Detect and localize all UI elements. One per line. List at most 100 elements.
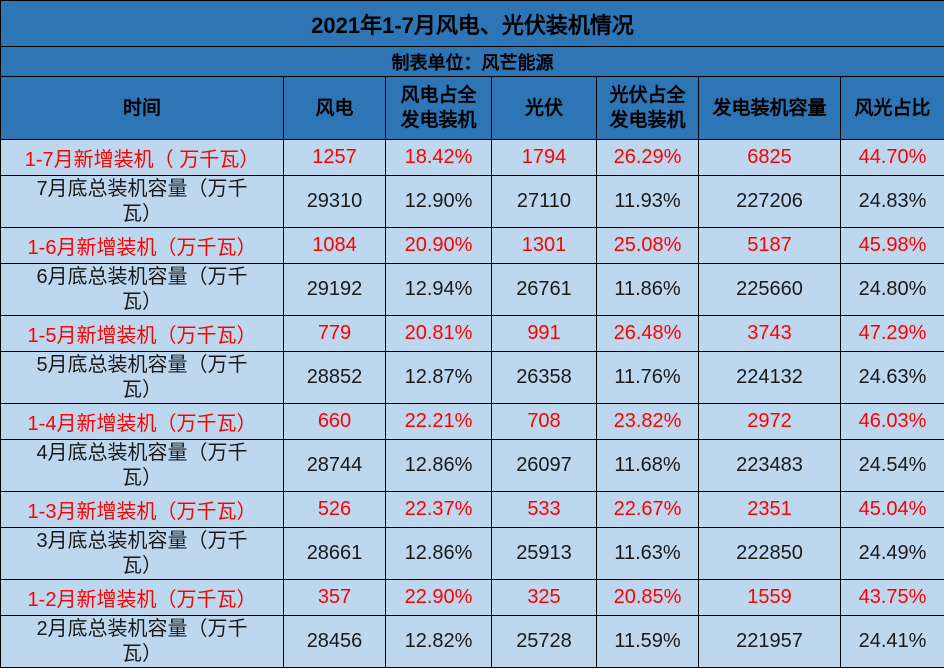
cell-solar: 26097 bbox=[491, 439, 597, 492]
cell-wind-share-of-total: 12.82% bbox=[385, 615, 492, 668]
table-row-total-capacity: 2月底总装机容量（万千瓦） 28456 12.82% 25728 11.59% 22195… bbox=[0, 615, 944, 668]
cell-wind: 357 bbox=[283, 579, 386, 616]
cell-wind: 28852 bbox=[283, 351, 386, 404]
column-header-solar-share-of-total: 光伏占全发电装机 bbox=[596, 76, 699, 140]
table-row-new-installed: 1-4月新增装机（万千瓦） 660 22.21% 708 23.82% 2972 46.03… bbox=[0, 403, 944, 440]
cell-solar-share-of-total: 11.68% bbox=[596, 439, 699, 492]
cell-generation-capacity: 223483 bbox=[698, 439, 841, 492]
table-row-new-installed: 1-5月新增装机（万千瓦） 779 20.81% 991 26.48% 3743 47.29… bbox=[0, 315, 944, 352]
cell-value: 23.82% bbox=[613, 410, 682, 432]
cell-value: 12.86% bbox=[404, 542, 473, 564]
cell-value: 357 bbox=[317, 586, 352, 608]
table-row-total-capacity: 6月底总装机容量（万千瓦） 29192 12.94% 26761 11.86% 22566… bbox=[0, 263, 944, 316]
cell-wind-solar-share: 45.98% bbox=[840, 227, 944, 264]
cell-solar-share-of-total: 26.29% bbox=[596, 139, 699, 176]
table-row-total-capacity: 7月底总装机容量（万千瓦） 29310 12.90% 27110 11.93% 22720… bbox=[0, 175, 944, 228]
row-label-cell: 1-2月新增装机（万千瓦） bbox=[0, 579, 284, 616]
cell-value: 660 bbox=[317, 410, 352, 432]
cell-value: 18.42% bbox=[404, 146, 473, 168]
cell-value: 11.76% bbox=[614, 366, 681, 388]
cell-generation-capacity: 3743 bbox=[698, 315, 841, 352]
cell-wind-share-of-total: 22.37% bbox=[385, 491, 492, 528]
cell-generation-capacity: 225660 bbox=[698, 263, 841, 316]
cell-value: 991 bbox=[527, 322, 561, 344]
cell-generation-capacity: 2972 bbox=[698, 403, 841, 440]
subtitle-row: 制表单位：风芒能源 bbox=[0, 46, 944, 77]
cell-value: 2351 bbox=[747, 498, 792, 520]
cell-value: 779 bbox=[317, 322, 352, 344]
row-label: 2月底总装机容量（万千瓦） bbox=[36, 617, 248, 665]
cell-solar: 25728 bbox=[491, 615, 597, 668]
row-label: 1-3月新增装机（万千瓦） bbox=[27, 501, 257, 523]
cell-wind-solar-share: 24.83% bbox=[840, 175, 944, 228]
cell-value: 29192 bbox=[306, 278, 363, 300]
row-label: 7月底总装机容量（万千瓦） bbox=[36, 177, 248, 225]
cell-wind: 29310 bbox=[283, 175, 386, 228]
cell-wind: 28744 bbox=[283, 439, 386, 492]
cell-value: 46.03% bbox=[858, 410, 927, 432]
cell-generation-capacity: 227206 bbox=[698, 175, 841, 228]
cell-wind: 1084 bbox=[283, 227, 386, 264]
cell-value: 12.87% bbox=[404, 366, 473, 388]
column-header-solar: 光伏 bbox=[491, 76, 597, 140]
cell-solar: 25913 bbox=[491, 527, 597, 580]
cell-value: 47.29% bbox=[858, 322, 927, 344]
cell-wind-solar-share: 46.03% bbox=[840, 403, 944, 440]
row-label: 4月底总装机容量（万千瓦） bbox=[36, 441, 248, 489]
cell-value: 20.85% bbox=[613, 586, 682, 608]
cell-solar: 1794 bbox=[491, 139, 597, 176]
row-label: 1-5月新增装机（万千瓦） bbox=[27, 325, 257, 347]
column-header-label: 发电装机容量 bbox=[712, 97, 827, 119]
row-label: 1-2月新增装机（万千瓦） bbox=[27, 589, 257, 611]
column-header-label: 光伏占全发电装机 bbox=[609, 85, 686, 131]
cell-value: 26761 bbox=[516, 278, 572, 300]
cell-generation-capacity: 2351 bbox=[698, 491, 841, 528]
cell-wind: 526 bbox=[283, 491, 386, 528]
cell-wind-share-of-total: 12.86% bbox=[385, 527, 492, 580]
row-label-cell: 1-6月新增装机（万千瓦） bbox=[0, 227, 284, 264]
cell-wind: 29192 bbox=[283, 263, 386, 316]
column-header-row: 时间 风电 风电占全发电装机 光伏 光伏占全发电装机 发电装机容量 风光占比 bbox=[0, 76, 944, 140]
row-label: 6月底总装机容量（万千瓦） bbox=[36, 265, 248, 313]
cell-value: 24.49% bbox=[858, 542, 927, 564]
row-label-cell: 1-7月新增装机（ 万千瓦） bbox=[0, 139, 284, 176]
cell-value: 22.21% bbox=[404, 410, 473, 432]
column-header-wind: 风电 bbox=[283, 76, 386, 140]
cell-value: 26.48% bbox=[613, 322, 682, 344]
cell-value: 25913 bbox=[516, 542, 572, 564]
cell-solar: 533 bbox=[491, 491, 597, 528]
cell-wind-solar-share: 44.70% bbox=[840, 139, 944, 176]
cell-wind: 1257 bbox=[283, 139, 386, 176]
cell-solar-share-of-total: 20.85% bbox=[596, 579, 699, 616]
cell-value: 24.63% bbox=[858, 366, 927, 388]
cell-value: 43.75% bbox=[858, 586, 927, 608]
column-header-label: 光伏 bbox=[524, 97, 563, 119]
cell-generation-capacity: 5187 bbox=[698, 227, 841, 264]
cell-wind-solar-share: 43.75% bbox=[840, 579, 944, 616]
cell-wind-share-of-total: 12.90% bbox=[385, 175, 492, 228]
cell-value: 225660 bbox=[736, 278, 803, 300]
cell-solar-share-of-total: 11.63% bbox=[596, 527, 699, 580]
column-header-label: 时间 bbox=[122, 97, 161, 119]
cell-solar-share-of-total: 11.76% bbox=[596, 351, 699, 404]
table-row-new-installed: 1-3月新增装机（万千瓦） 526 22.37% 533 22.67% 2351 45.04… bbox=[0, 491, 944, 528]
row-label-cell: 2月底总装机容量（万千瓦） bbox=[0, 615, 284, 668]
column-header-generation-capacity: 发电装机容量 bbox=[698, 76, 841, 140]
cell-generation-capacity: 222850 bbox=[698, 527, 841, 580]
cell-wind-share-of-total: 22.90% bbox=[385, 579, 492, 616]
cell-value: 11.86% bbox=[614, 278, 681, 300]
cell-value: 2972 bbox=[747, 410, 792, 432]
table-row-new-installed: 1-6月新增装机（万千瓦） 1084 20.90% 1301 25.08% 5187 45.… bbox=[0, 227, 944, 264]
cell-wind: 28456 bbox=[283, 615, 386, 668]
cell-wind-solar-share: 24.80% bbox=[840, 263, 944, 316]
cell-value: 28852 bbox=[306, 366, 363, 388]
cell-value: 11.59% bbox=[614, 630, 681, 652]
cell-generation-capacity: 221957 bbox=[698, 615, 841, 668]
table-row-new-installed: 1-7月新增装机（ 万千瓦） 1257 18.42% 1794 26.29% 6825 44… bbox=[0, 139, 944, 176]
cell-wind-solar-share: 24.63% bbox=[840, 351, 944, 404]
cell-value: 24.54% bbox=[858, 454, 927, 476]
cell-solar-share-of-total: 11.86% bbox=[596, 263, 699, 316]
cell-value: 20.90% bbox=[404, 234, 473, 256]
cell-value: 224132 bbox=[736, 366, 803, 388]
cell-value: 12.86% bbox=[404, 454, 473, 476]
